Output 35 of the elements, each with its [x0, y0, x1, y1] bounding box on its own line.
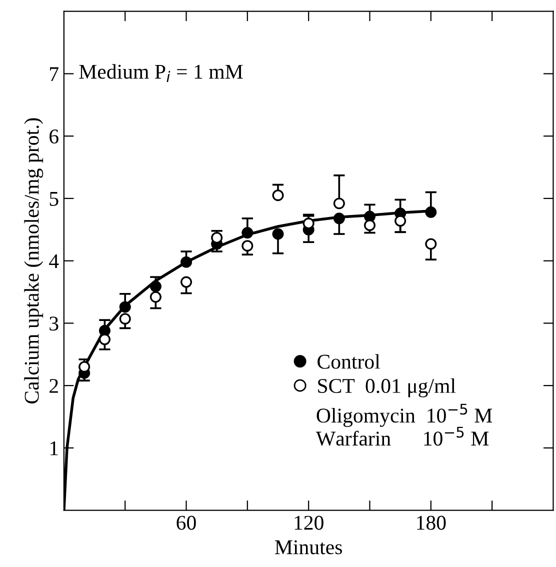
point: [394, 215, 406, 227]
annotation: Medium P$_{i}$ = 1 mM: [79, 64, 243, 82]
y-tick-label: 5: [50, 192, 58, 206]
point: [242, 240, 254, 252]
point: [364, 220, 376, 232]
point: [425, 238, 437, 250]
annotation: Oligomycin 10$^{−5}$ M: [316, 404, 492, 427]
legend-label: SCT 0.01 μg/ml: [318, 378, 456, 398]
legend-label: Control: [318, 354, 380, 369]
point: [119, 301, 131, 313]
x-axis-title: Minutes: [275, 540, 342, 554]
point: [150, 280, 162, 292]
point: [119, 313, 131, 325]
point: [333, 212, 345, 224]
y-tick-label: 4: [49, 254, 59, 268]
point: [272, 190, 284, 202]
y-tick-label: 1: [50, 441, 58, 456]
y-tick-label: 6: [50, 130, 58, 144]
point: [180, 256, 192, 268]
point: [211, 232, 223, 244]
x-tick-label: 120: [294, 516, 324, 530]
y-axis-title: Calcium uptake (nmoles/mg prot.): [24, 118, 44, 404]
point: [242, 227, 254, 238]
y-tick-label: 2: [50, 378, 58, 393]
annotation: Warfarin 10$^{−5}$ M: [316, 426, 489, 446]
y-tick-label: 3: [50, 316, 58, 331]
point: [272, 228, 284, 240]
point: [98, 334, 110, 346]
point: [425, 206, 437, 218]
point: [333, 198, 345, 210]
x-tick-label: 60: [176, 516, 196, 530]
point: [180, 276, 192, 288]
x-tick-label: 180: [417, 516, 446, 530]
point: [150, 291, 162, 303]
y-tick-label: 7: [50, 67, 58, 81]
